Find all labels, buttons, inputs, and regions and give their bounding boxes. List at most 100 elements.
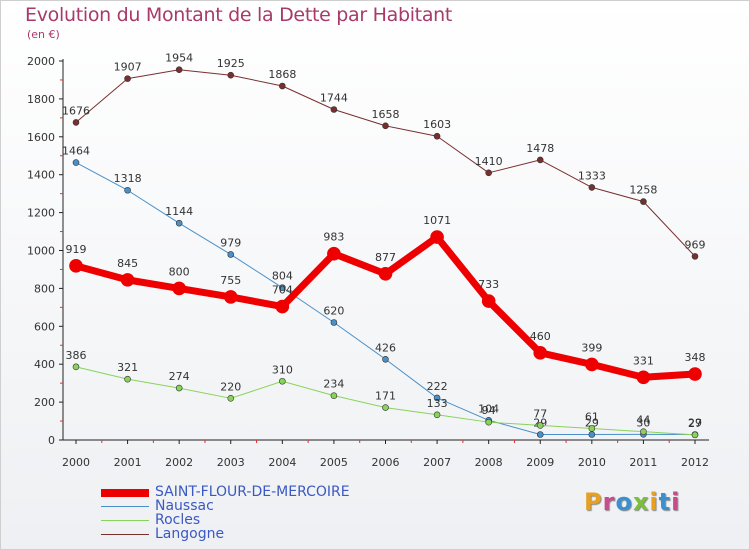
data-point-langogne — [227, 71, 235, 79]
y-tick-label: 200 — [34, 396, 55, 409]
data-point-rocles — [382, 404, 389, 411]
data-point-saint-flour-de-mercoire — [69, 259, 83, 273]
data-label-langogne: 1954 — [165, 52, 193, 65]
data-point-naussac — [536, 431, 544, 438]
legend-label: Naussac — [155, 498, 214, 514]
data-label-rocles: 310 — [272, 363, 293, 376]
data-point-rocles — [175, 384, 183, 392]
data-point-saint-flour-de-mercoire — [275, 299, 290, 314]
legend-label: Rocles — [155, 512, 201, 528]
data-label-rocles: 234 — [323, 378, 344, 391]
data-label-naussac: 1464 — [62, 145, 90, 158]
data-label-rocles: 386 — [66, 349, 87, 362]
legend-swatch — [101, 489, 149, 497]
x-tick-label: 2011 — [629, 456, 657, 469]
data-label-langogne: 1333 — [578, 169, 606, 182]
data-label-naussac: 29 — [688, 417, 702, 430]
data-label-naussac: 426 — [375, 341, 396, 354]
data-label-langogne: 969 — [685, 238, 706, 251]
y-tick-label: 0 — [48, 434, 55, 447]
y-tick-label: 400 — [34, 358, 55, 371]
legend-swatch — [101, 520, 149, 521]
data-label-rocles: 220 — [220, 380, 241, 393]
x-tick-label: 2012 — [681, 456, 709, 469]
data-label-rocles: 94 — [482, 404, 496, 417]
data-point-naussac — [433, 394, 441, 402]
data-point-langogne — [640, 198, 647, 205]
x-tick-label: 2002 — [165, 456, 193, 469]
data-label-rocles: 27 — [688, 417, 702, 430]
data-point-rocles — [536, 422, 544, 429]
data-point-saint-flour-de-mercoire — [172, 281, 186, 296]
x-tick-label: 2005 — [320, 456, 348, 469]
data-label-naussac: 804 — [272, 270, 293, 283]
data-point-langogne — [382, 122, 389, 130]
data-label-langogne: 1258 — [629, 184, 657, 197]
x-tick-label: 2000 — [62, 456, 90, 469]
data-point-rocles — [72, 363, 80, 371]
data-point-langogne — [691, 253, 699, 260]
data-point-naussac — [382, 355, 389, 363]
x-tick-label: 2001 — [114, 456, 142, 469]
data-point-naussac — [227, 251, 235, 258]
legend-label: Langogne — [155, 526, 225, 542]
data-label-langogne: 1478 — [526, 142, 554, 155]
y-tick-label: 600 — [34, 320, 55, 333]
legend-swatch — [101, 534, 149, 535]
data-label-saint-flour-de-mercoire: 399 — [581, 341, 602, 354]
data-label-rocles: 44 — [636, 414, 650, 427]
data-point-saint-flour-de-mercoire — [533, 346, 548, 360]
y-tick-label: 1200 — [27, 207, 55, 220]
data-point-saint-flour-de-mercoire — [120, 273, 135, 287]
data-label-rocles: 77 — [533, 407, 547, 420]
data-label-naussac: 222 — [427, 380, 448, 393]
data-point-langogne — [72, 119, 80, 126]
data-point-saint-flour-de-mercoire — [481, 294, 496, 308]
data-label-saint-flour-de-mercoire: 704 — [272, 284, 293, 297]
y-tick-label: 1800 — [27, 93, 55, 106]
data-label-langogne: 1868 — [268, 68, 296, 81]
data-label-rocles: 133 — [427, 397, 448, 410]
data-point-saint-flour-de-mercoire — [223, 290, 238, 304]
data-label-langogne: 1744 — [320, 92, 348, 105]
data-point-langogne — [588, 184, 596, 191]
data-point-langogne — [124, 75, 131, 82]
y-tick-label: 1600 — [27, 131, 55, 144]
data-label-langogne: 1676 — [62, 104, 90, 117]
data-point-saint-flour-de-mercoire — [636, 370, 651, 385]
y-tick-label: 1000 — [27, 245, 55, 258]
x-tick-label: 2007 — [423, 456, 451, 469]
data-point-rocles — [279, 377, 286, 385]
data-label-naussac: 1318 — [114, 172, 142, 185]
data-label-naussac: 620 — [323, 305, 344, 318]
x-tick-label: 2008 — [475, 456, 503, 469]
data-label-naussac: 29 — [585, 417, 599, 430]
legend-label: SAINT-FLOUR-DE-MERCOIRE — [155, 484, 350, 500]
data-label-rocles: 61 — [585, 410, 599, 423]
data-label-langogne: 1925 — [217, 57, 245, 70]
data-point-saint-flour-de-mercoire — [430, 230, 444, 244]
data-point-saint-flour-de-mercoire — [585, 357, 599, 372]
data-point-naussac — [72, 159, 80, 166]
data-point-langogne — [279, 82, 286, 90]
data-point-rocles — [485, 418, 492, 426]
proxiti-logo: Proxiti — [584, 488, 681, 516]
data-label-rocles: 171 — [375, 390, 396, 403]
data-point-langogne — [175, 66, 183, 74]
data-point-rocles — [330, 392, 338, 399]
data-label-saint-flour-de-mercoire: 755 — [220, 274, 241, 287]
data-label-saint-flour-de-mercoire: 348 — [685, 351, 706, 364]
data-label-naussac: 979 — [220, 236, 241, 249]
data-point-langogne — [330, 106, 338, 113]
y-tick-label: 1400 — [27, 169, 55, 182]
data-point-rocles — [227, 395, 235, 402]
data-point-langogne — [485, 169, 492, 177]
data-label-naussac: 30 — [636, 416, 650, 429]
data-point-naussac — [175, 219, 183, 227]
data-point-rocles — [433, 411, 441, 419]
data-label-rocles: 321 — [117, 361, 138, 374]
data-point-saint-flour-de-mercoire — [378, 267, 393, 281]
data-point-naussac — [588, 431, 596, 438]
data-label-saint-flour-de-mercoire: 460 — [530, 330, 551, 343]
x-tick-label: 2010 — [578, 456, 606, 469]
